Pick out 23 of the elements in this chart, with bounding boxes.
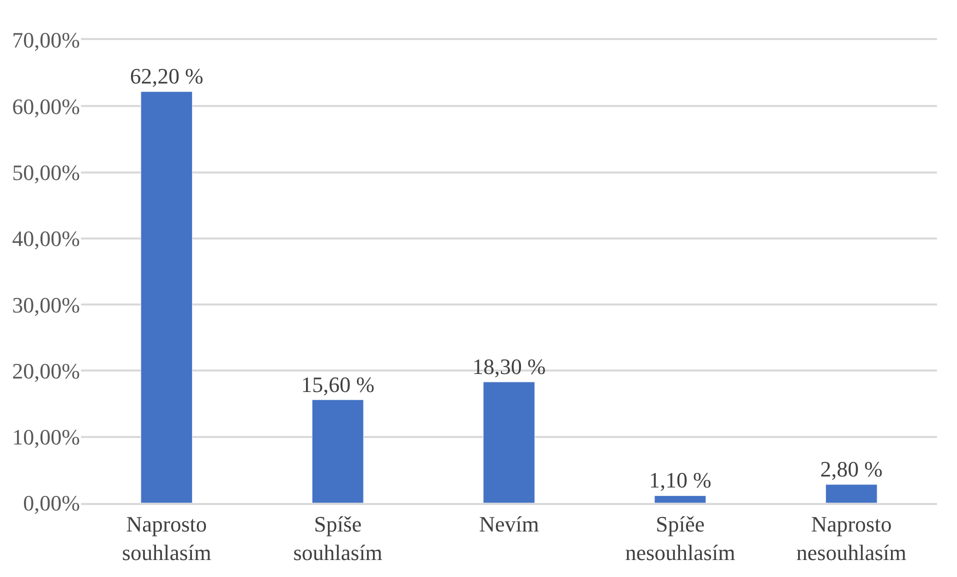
- x-tick-label: Spíěe nesouhlasím: [625, 511, 736, 565]
- y-tick-label: 0,00%: [23, 490, 80, 516]
- y-tick-label: 20,00%: [12, 358, 80, 384]
- y-tick-label: 30,00%: [12, 292, 80, 318]
- y-tick-label: 70,00%: [12, 28, 80, 53]
- x-tick-label: Naprosto nesouhlasím: [796, 511, 906, 565]
- data-label: 2,80 %: [820, 456, 883, 482]
- bar: [312, 400, 364, 503]
- bar: [483, 382, 535, 503]
- bar: [825, 484, 878, 503]
- data-label: 62,20 %: [130, 64, 204, 89]
- data-label: 18,30 %: [472, 354, 546, 379]
- x-tick-label: Nevím: [479, 511, 539, 536]
- y-tick-label: 40,00%: [12, 226, 80, 252]
- bar: [654, 495, 706, 503]
- x-tick-label: Spíše souhlasím: [293, 511, 382, 565]
- x-tick-label: Naprosto souhlasím: [122, 511, 212, 565]
- y-tick-label: 10,00%: [12, 424, 80, 450]
- data-label: 1,10 %: [649, 468, 712, 493]
- y-tick-label: 50,00%: [12, 160, 80, 185]
- bar: [140, 91, 193, 503]
- y-tick-label: 60,00%: [12, 94, 80, 119]
- data-label: 15,60 %: [301, 372, 374, 397]
